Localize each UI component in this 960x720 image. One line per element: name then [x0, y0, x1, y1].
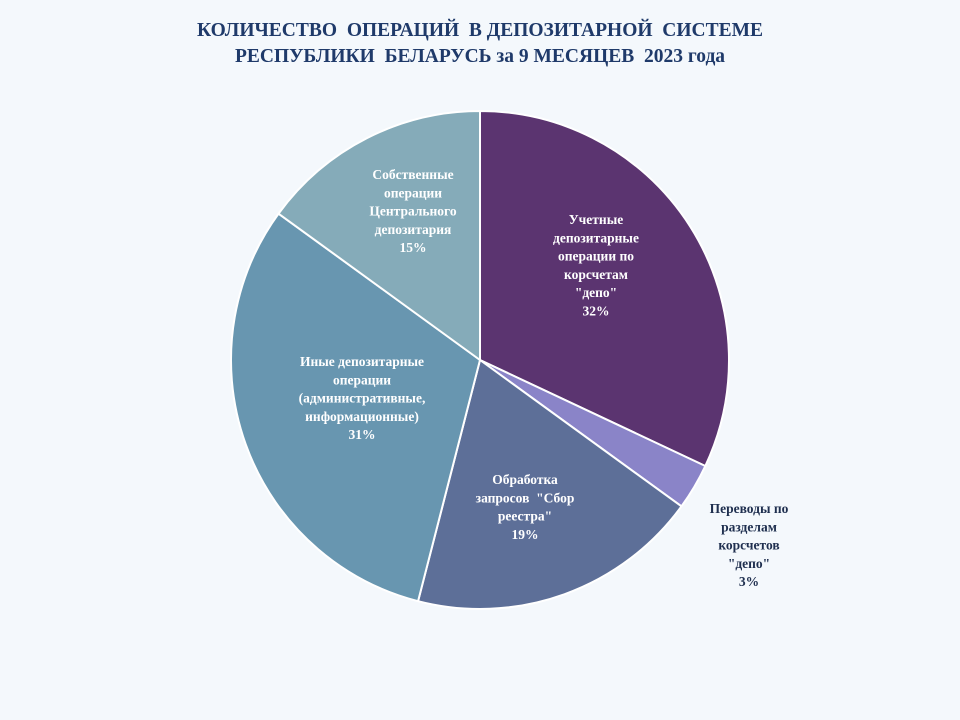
slice-name-line: операции по [558, 249, 634, 264]
slice-name-line: депозитарные [553, 230, 639, 245]
slice-name-line: Переводы по [710, 501, 789, 516]
slice-label-5: Собственные операции Центрального депозитар… [369, 167, 456, 255]
slice-name-line: (административные, [299, 391, 426, 406]
chart-title: КОЛИЧЕСТВО ОПЕРАЦИЙ В ДЕПОЗИТАРНОЙ СИСТЕ… [0, 18, 960, 70]
slice-percent-label: 19% [512, 527, 539, 542]
slice-percent-label: 3% [739, 574, 759, 589]
slice-name-line: депозитария [375, 222, 452, 237]
slice-label-4: Иные депозитарные операции (административн… [299, 354, 426, 442]
pie-slice-1 [479, 110, 730, 468]
slice-name-line: запросов "Сбор [476, 490, 575, 505]
slice-name-line: Собственные [372, 167, 453, 182]
slice-name-line: корсчетам [564, 267, 628, 282]
slice-percent-label: 15% [400, 240, 427, 255]
slice-name-line: Учетные [569, 212, 623, 227]
slice-percent-label: 32% [583, 304, 610, 319]
slice-name-line: корсчетов [718, 538, 779, 553]
slice-label-3: Обработка запросов "Сбор реестра" 19% [476, 472, 575, 542]
slice-name-line: информационные) [305, 409, 419, 424]
slice-label-1: Учетные депозитарные операции по корсчетам "… [553, 212, 639, 319]
slice-percent-label: 31% [349, 427, 376, 442]
pie-slice-3 [417, 359, 683, 610]
pie-slices [229, 110, 730, 610]
slice-name-line: "депо" [575, 285, 617, 300]
slice-name-line: реестра" [498, 509, 552, 524]
slice-name-line: Центрального [369, 204, 456, 219]
slice-name-line: операции [333, 372, 391, 387]
slice-name-line: операции [384, 185, 442, 200]
pie-labels: Учетные депозитарные операции по корсчетам "… [299, 167, 789, 589]
slice-label-2: Переводы по разделам корсчетов "депо" 3% [710, 501, 789, 589]
slice-name-line: Иные депозитарные [300, 354, 424, 369]
pie-slice-4 [229, 212, 481, 603]
pie-slice-5 [277, 110, 481, 361]
chart-title-line-1: КОЛИЧЕСТВО ОПЕРАЦИЙ В ДЕПОЗИТАРНОЙ СИСТЕ… [196, 20, 764, 41]
slice-name-line: Обработка [492, 472, 558, 487]
chart-title-line-2: РЕСПУБЛИКИ БЕЛАРУСЬ за 9 МЕСЯЦЕВ 2023 го… [234, 46, 726, 67]
slice-name-line: "депо" [728, 556, 770, 571]
slice-name-line: разделам [721, 519, 777, 534]
